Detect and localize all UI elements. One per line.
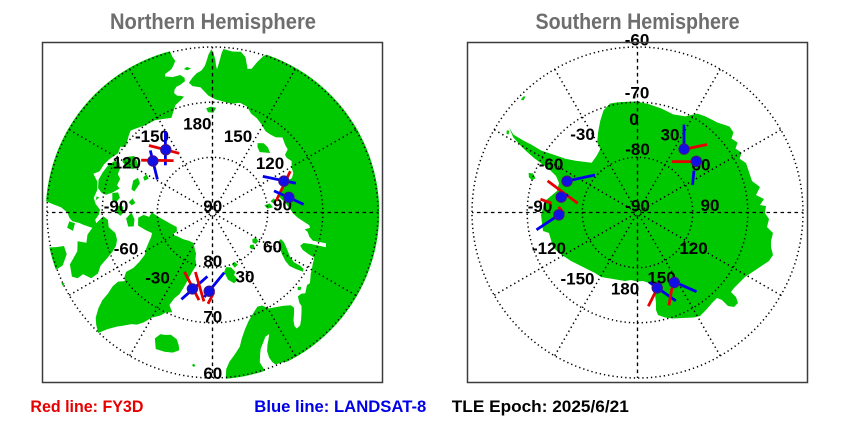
svg-text:180: 180 xyxy=(611,280,639,299)
svg-text:120: 120 xyxy=(256,154,284,173)
svg-text:80: 80 xyxy=(203,252,222,271)
svg-text:120: 120 xyxy=(679,239,707,258)
svg-text:150: 150 xyxy=(224,127,252,146)
svg-text:-60: -60 xyxy=(625,31,650,50)
svg-text:90: 90 xyxy=(203,197,222,216)
svg-text:Red line: FY3D: Red line: FY3D xyxy=(30,397,143,416)
svg-text:TLE Epoch: 2025/6/21: TLE Epoch: 2025/6/21 xyxy=(452,397,629,416)
svg-text:90: 90 xyxy=(701,196,720,215)
svg-text:-70: -70 xyxy=(625,84,650,103)
svg-text:180: 180 xyxy=(183,115,211,134)
svg-text:30: 30 xyxy=(661,126,680,145)
svg-text:-120: -120 xyxy=(532,239,566,258)
svg-text:-150: -150 xyxy=(135,127,169,146)
svg-text:-90: -90 xyxy=(625,197,650,216)
svg-text:30: 30 xyxy=(236,268,255,287)
svg-text:Blue line: LANDSAT-8: Blue line: LANDSAT-8 xyxy=(254,397,426,416)
svg-text:-90: -90 xyxy=(528,197,553,216)
svg-text:-60: -60 xyxy=(539,155,564,174)
svg-text:Northern Hemisphere: Northern Hemisphere xyxy=(110,9,316,34)
svg-text:60: 60 xyxy=(203,364,222,383)
svg-text:70: 70 xyxy=(203,308,222,327)
svg-text:-30: -30 xyxy=(145,269,170,288)
svg-text:-80: -80 xyxy=(625,140,650,159)
svg-text:-60: -60 xyxy=(114,240,139,259)
svg-text:-150: -150 xyxy=(560,270,594,289)
svg-text:-30: -30 xyxy=(570,125,595,144)
svg-text:60: 60 xyxy=(263,238,282,257)
svg-text:0: 0 xyxy=(629,110,638,129)
svg-text:-90: -90 xyxy=(104,197,129,216)
svg-text:-120: -120 xyxy=(107,154,141,173)
